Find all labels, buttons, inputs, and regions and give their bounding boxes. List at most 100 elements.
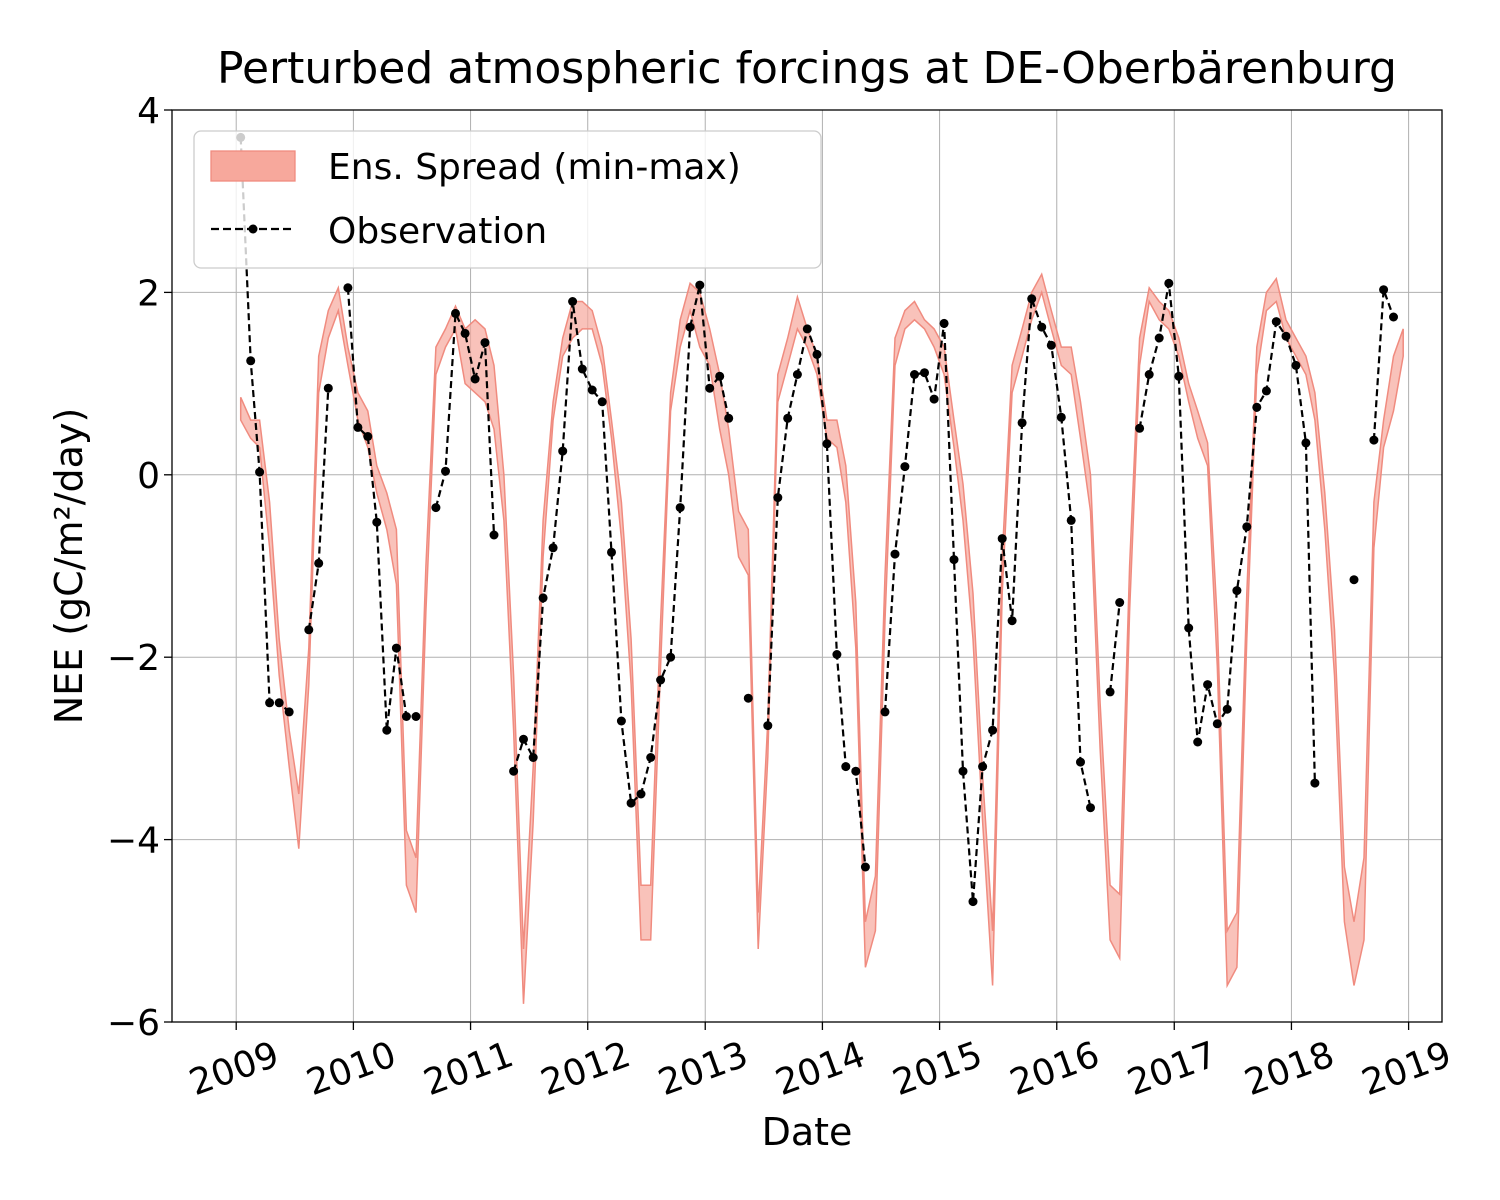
observation-point xyxy=(1164,278,1174,288)
observation-point xyxy=(1389,312,1398,322)
observation-point xyxy=(1076,757,1085,767)
observation-point xyxy=(939,318,949,328)
observation-point xyxy=(743,693,753,703)
x-tick-label: 2017 xyxy=(1122,1034,1222,1104)
plot-frame xyxy=(171,109,1443,1023)
observation-point xyxy=(860,862,870,872)
observation-point xyxy=(577,364,587,374)
observation-point xyxy=(626,798,636,808)
x-tick-label: 2010 xyxy=(301,1034,401,1104)
observation-point xyxy=(841,762,851,772)
observation-point xyxy=(323,383,333,393)
observation-point xyxy=(666,652,676,662)
observation-point xyxy=(431,503,441,513)
observation-point xyxy=(1252,402,1262,412)
observation-point xyxy=(480,338,490,348)
observation-point xyxy=(851,766,861,776)
observation-point xyxy=(958,766,968,776)
observation-point xyxy=(1261,386,1271,396)
chart-title: Perturbed atmospheric forcings at DE-Obe… xyxy=(217,43,1397,94)
observation-point xyxy=(382,725,392,735)
observation-point xyxy=(1086,803,1095,813)
observation-point xyxy=(519,734,528,744)
observation-point xyxy=(1066,515,1076,525)
x-tick-label: 2013 xyxy=(653,1034,753,1104)
observation-point xyxy=(558,446,568,456)
observation-point xyxy=(363,432,373,441)
observation-point xyxy=(616,716,626,726)
observation-point xyxy=(401,712,411,721)
observation-point xyxy=(695,280,705,290)
legend-observation-marker xyxy=(248,224,258,234)
observation-point xyxy=(949,555,959,565)
observation-point xyxy=(1369,435,1379,445)
observation-point xyxy=(646,753,656,762)
observation-point xyxy=(997,534,1007,544)
observation-point xyxy=(1027,294,1037,304)
observation-point xyxy=(988,725,998,735)
x-tick-label: 2012 xyxy=(536,1034,636,1104)
y-tick-label: −2 xyxy=(107,638,160,679)
observation-point xyxy=(675,503,685,513)
observation-point xyxy=(685,322,695,332)
ensemble-spread-layer xyxy=(239,272,1404,1004)
ensemble-spread-band xyxy=(239,272,1404,1004)
observation-point xyxy=(656,675,666,685)
observation-point xyxy=(812,349,822,359)
observation-line xyxy=(1109,602,1121,693)
y-axis-ticks: −6 −4 −2 0 2 4 xyxy=(107,91,172,1044)
observation-point xyxy=(1193,737,1203,747)
observation-point xyxy=(1154,333,1164,343)
observation-point xyxy=(509,766,519,776)
x-tick-label: 2019 xyxy=(1357,1034,1457,1104)
observation-point xyxy=(783,413,793,423)
observation-point xyxy=(528,753,538,762)
observation-point xyxy=(587,385,597,395)
observation-point xyxy=(1301,438,1311,448)
y-tick-label: −6 xyxy=(107,1003,160,1044)
observation-point xyxy=(1115,598,1125,607)
observation-point xyxy=(705,383,715,393)
observation-point xyxy=(920,368,929,378)
y-tick-label: 2 xyxy=(137,273,160,314)
observation-point xyxy=(284,707,294,717)
observation-point xyxy=(460,328,470,338)
observation-point xyxy=(1203,680,1213,690)
observation-point xyxy=(1056,412,1066,422)
observation-point xyxy=(910,370,919,379)
observation-point xyxy=(880,707,890,717)
observation-point xyxy=(1184,623,1194,633)
observation-point xyxy=(832,650,842,659)
observation-point xyxy=(1046,340,1056,350)
observation-point xyxy=(1379,285,1389,295)
observation-point xyxy=(1037,322,1047,332)
observation-point xyxy=(968,897,978,907)
observation-point xyxy=(1135,423,1145,433)
observation-point xyxy=(1174,371,1184,381)
observation-point xyxy=(636,789,646,799)
observation-point xyxy=(724,413,734,423)
y-tick-label: 0 xyxy=(137,456,160,497)
observation-line xyxy=(766,325,867,868)
observation-point xyxy=(246,356,256,366)
y-tick-label: −4 xyxy=(107,821,160,862)
x-tick-label: 2009 xyxy=(184,1034,284,1104)
observation-point xyxy=(304,625,314,635)
observation-point xyxy=(773,493,783,503)
x-axis-ticks: 2009 2010 2011 2012 2013 2014 2015 2016 2017 2018… xyxy=(184,1022,1457,1104)
x-tick-label: 2015 xyxy=(888,1034,988,1104)
x-axis-label: Date xyxy=(762,1110,853,1154)
observation-point xyxy=(890,549,900,559)
observation-point xyxy=(1349,575,1359,585)
observation-point xyxy=(548,543,558,553)
observation-point xyxy=(822,439,832,449)
observation-point xyxy=(568,297,578,306)
observation-point xyxy=(929,394,939,404)
observation-point xyxy=(1271,317,1281,327)
x-tick-label: 2014 xyxy=(770,1034,870,1104)
legend-observation-label: Observation xyxy=(328,211,547,252)
observation-point xyxy=(1212,719,1222,729)
observation-point xyxy=(607,547,616,557)
observation-point xyxy=(715,371,725,381)
